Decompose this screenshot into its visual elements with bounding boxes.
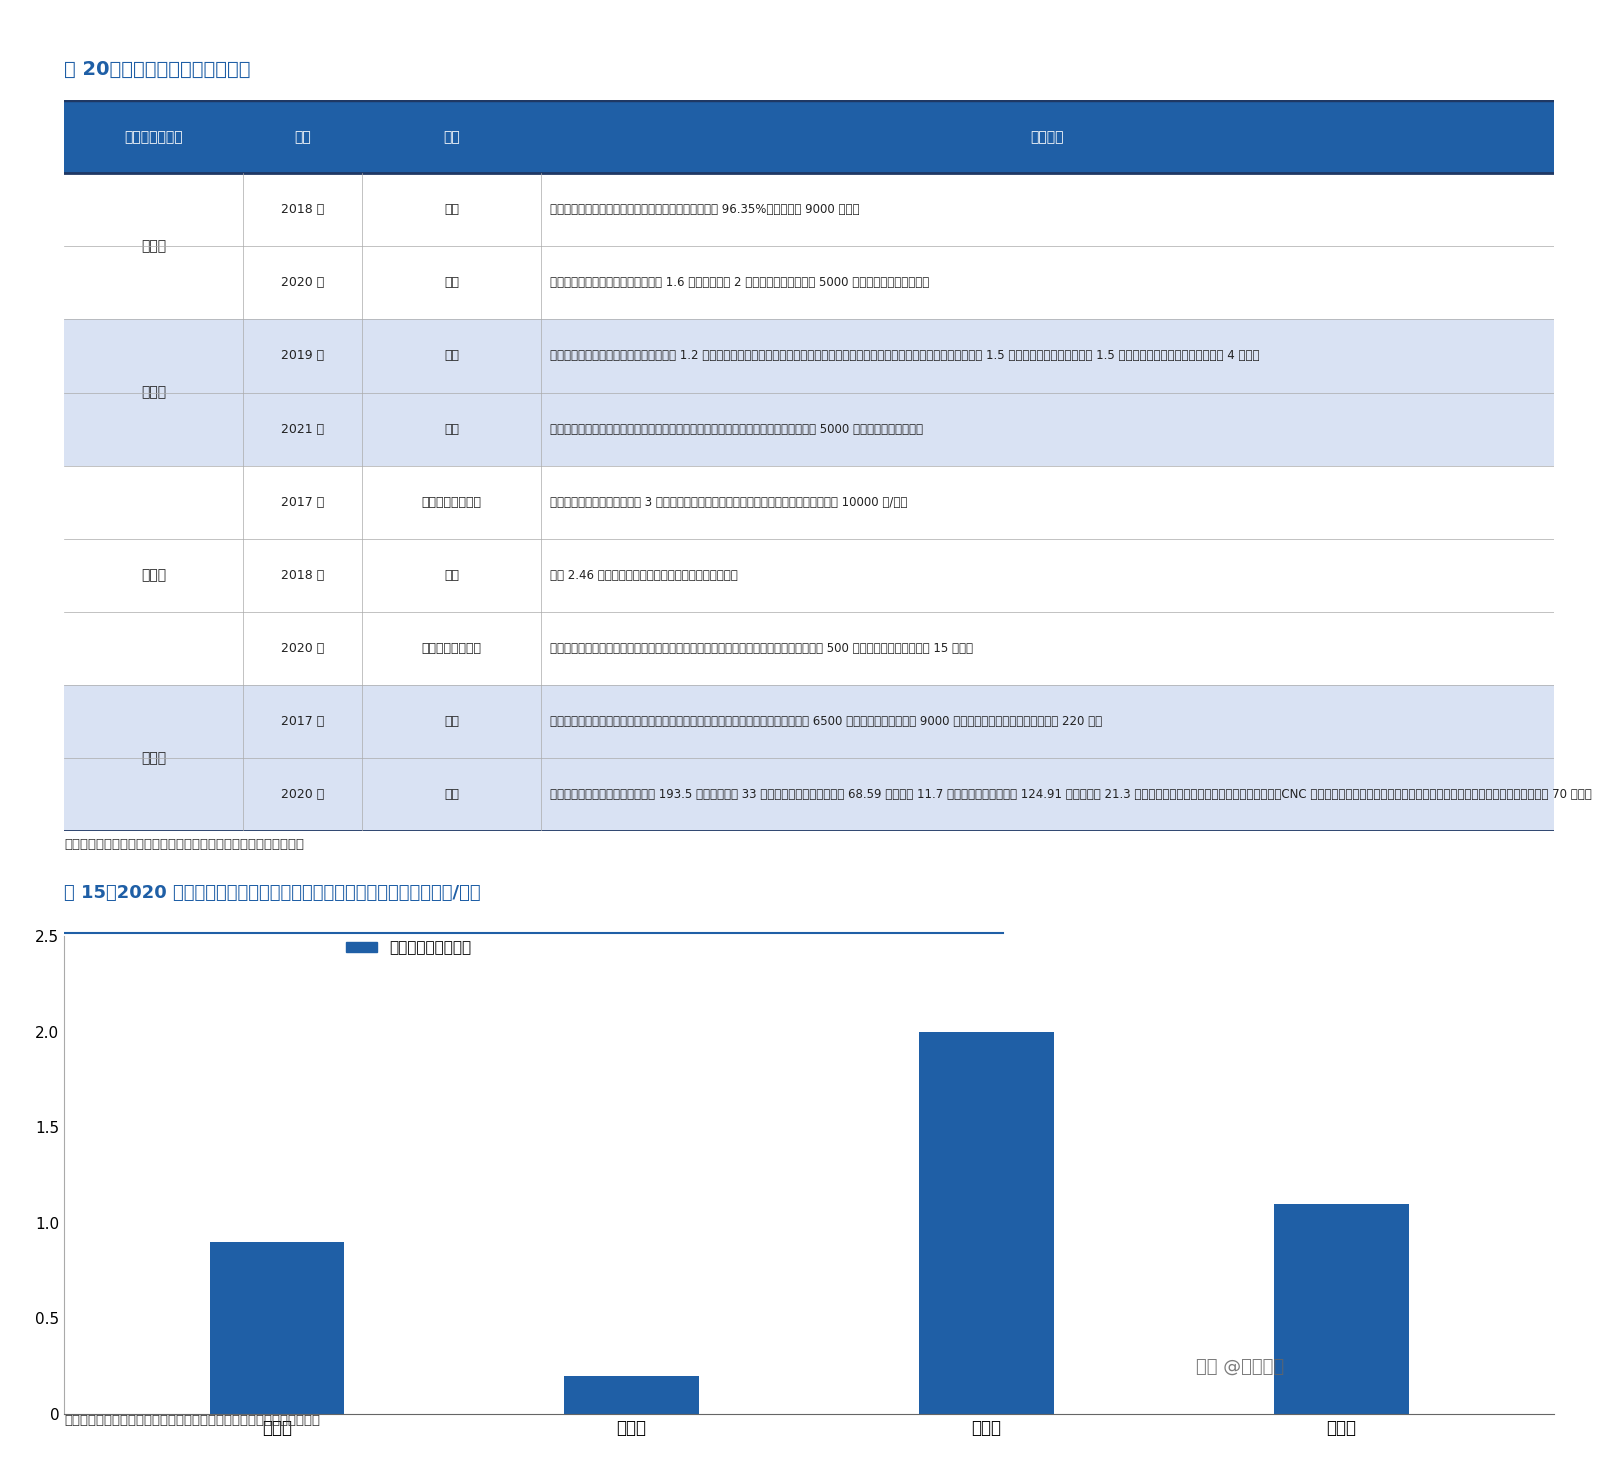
Text: 2020 年: 2020 年 xyxy=(280,641,324,655)
Text: 表 20：主要国产供应商产能情况: 表 20：主要国产供应商产能情况 xyxy=(64,60,250,79)
Text: 2017 年: 2017 年 xyxy=(280,715,324,728)
Text: 2021 年: 2021 年 xyxy=(280,422,324,435)
Text: 产能情况: 产能情况 xyxy=(1030,129,1064,144)
Text: 工业机器人及智能装备生产基地建设项目，达标后工业机器人应用及成套装备产能达 6500 套，注塑机辅助设备达 9000 套，注塑自动化供料及水电气系统 220 套: 工业机器人及智能装备生产基地建设项目，达标后工业机器人应用及成套装备产能达 65… xyxy=(549,715,1102,728)
Text: 南京: 南京 xyxy=(444,203,458,216)
Text: 标准化焊接机器人项目，项目总投资 1.6 亿元，建设期 2 年，达产后形成年产能 5000 套的焊接机器人工作站。: 标准化焊接机器人项目，项目总投资 1.6 亿元，建设期 2 年，达产后形成年产能… xyxy=(549,277,929,290)
Text: 2017 年: 2017 年 xyxy=(280,496,324,509)
Text: 2020 年: 2020 年 xyxy=(280,277,324,290)
Text: 地点: 地点 xyxy=(444,129,460,144)
Bar xyxy=(64,319,1554,393)
Bar xyxy=(64,393,1554,465)
Text: 芜湖: 芜湖 xyxy=(444,422,458,435)
Bar xyxy=(564,1375,698,1414)
Legend: 年产能（单位：万）: 年产能（单位：万） xyxy=(340,934,477,962)
Bar xyxy=(64,466,1554,538)
Text: 南京: 南京 xyxy=(444,277,458,290)
Text: 埃夫特: 埃夫特 xyxy=(141,385,167,400)
Text: 2018 年: 2018 年 xyxy=(280,569,324,581)
Text: 埃斯顿: 埃斯顿 xyxy=(141,240,167,253)
Bar xyxy=(64,758,1554,831)
Bar xyxy=(64,612,1554,684)
Text: 上海智能工厂正式启动投产运行，具有年产能六轴工业机器人万台以及机器人柔性工作站 500 套生产能力，年产值预计 15 亿元。: 上海智能工厂正式启动投产运行，具有年产能六轴工业机器人万台以及机器人柔性工作站 … xyxy=(549,641,972,655)
Text: 头条 @远瞻智库: 头条 @远瞻智库 xyxy=(1197,1358,1285,1375)
Text: 2019 年: 2019 年 xyxy=(280,350,324,362)
Text: 时间: 时间 xyxy=(295,129,311,144)
Text: 上海、昆山、东莞: 上海、昆山、东莞 xyxy=(421,641,482,655)
Bar xyxy=(64,174,1554,247)
Bar xyxy=(64,684,1554,758)
Bar xyxy=(64,247,1554,319)
Bar xyxy=(920,1031,1054,1414)
Text: 主要国产供应商: 主要国产供应商 xyxy=(125,129,183,144)
Text: 公司将进行非公开募集资金，建设标注化焊接机器人工作站产业化项目，达产后将新增 5000 台套焊接机器人产能。: 公司将进行非公开募集资金，建设标注化焊接机器人工作站产业化项目，达产后将新增 5… xyxy=(549,422,923,435)
Text: 九龙湖厂区一期产能已经投入使用，目前项目进度已超 96.35%，产能已达 9000 台套；: 九龙湖厂区一期产能已经投入使用，目前项目进度已超 96.35%，产能已达 900… xyxy=(549,203,859,216)
Text: 拓斯达: 拓斯达 xyxy=(141,750,167,765)
Text: 资料来源：埃斯顿、新时达、拓斯达、埃夫特公告，民生证券研究院: 资料来源：埃斯顿、新时达、拓斯达、埃夫特公告，民生证券研究院 xyxy=(64,838,304,852)
Text: 新时达: 新时达 xyxy=(141,568,167,583)
Text: 投入 2.46 亿元用于机器人关键零部件智能化制造项目。: 投入 2.46 亿元用于机器人关键零部件智能化制造项目。 xyxy=(549,569,737,581)
Text: 2020 年: 2020 年 xyxy=(280,788,324,800)
Text: 上海、昆山、东莞: 上海、昆山、东莞 xyxy=(421,496,482,509)
Text: 分别在上海、昆山、东莞建设 3 个机器人研发与产业化基地，其中上海和东莞产能设计均为 10000 台/年。: 分别在上海、昆山、东莞建设 3 个机器人研发与产业化基地，其中上海和东莞产能设计… xyxy=(549,496,907,509)
Text: 东莞: 东莞 xyxy=(444,715,458,728)
Text: 机器人核心部件与产能建设项目，建设约 1.2 万平方米的研发及生产厂房及配套设施。项目建成后，每年可生产智能工业机器人控制系统 1.5 万套、工业机器人驱动系统: 机器人核心部件与产能建设项目，建设约 1.2 万平方米的研发及生产厂房及配套设施… xyxy=(549,350,1259,362)
Text: 上海: 上海 xyxy=(444,569,458,581)
Bar xyxy=(64,538,1554,612)
Bar xyxy=(1274,1203,1408,1414)
Text: 图 15：2020 年国内主要工业机器人供应商在国内产能情况（单位：万台/年）: 图 15：2020 年国内主要工业机器人供应商在国内产能情况（单位：万台/年） xyxy=(64,884,481,903)
Text: 2018 年: 2018 年 xyxy=(280,203,324,216)
Bar xyxy=(64,100,1554,174)
Text: 东莞: 东莞 xyxy=(444,788,458,800)
Text: 芜湖: 芜湖 xyxy=(444,350,458,362)
Text: 资料来源：埃斯顿、埃夫特、新时达、拓斯达公司公告，民生证券研究院: 资料来源：埃斯顿、埃夫特、新时达、拓斯达公司公告，民生证券研究院 xyxy=(64,1414,320,1427)
Bar xyxy=(210,1242,344,1414)
Text: 智能总部基地建设项目占地面积约 193.5 亩，总投资达 33 亿元，其中一期占地面积约 68.59 亩，投资 11.7 亿元；二期占地面积约 124.91 亩: 智能总部基地建设项目占地面积约 193.5 亩，总投资达 33 亿元，其中一期占… xyxy=(549,788,1591,800)
